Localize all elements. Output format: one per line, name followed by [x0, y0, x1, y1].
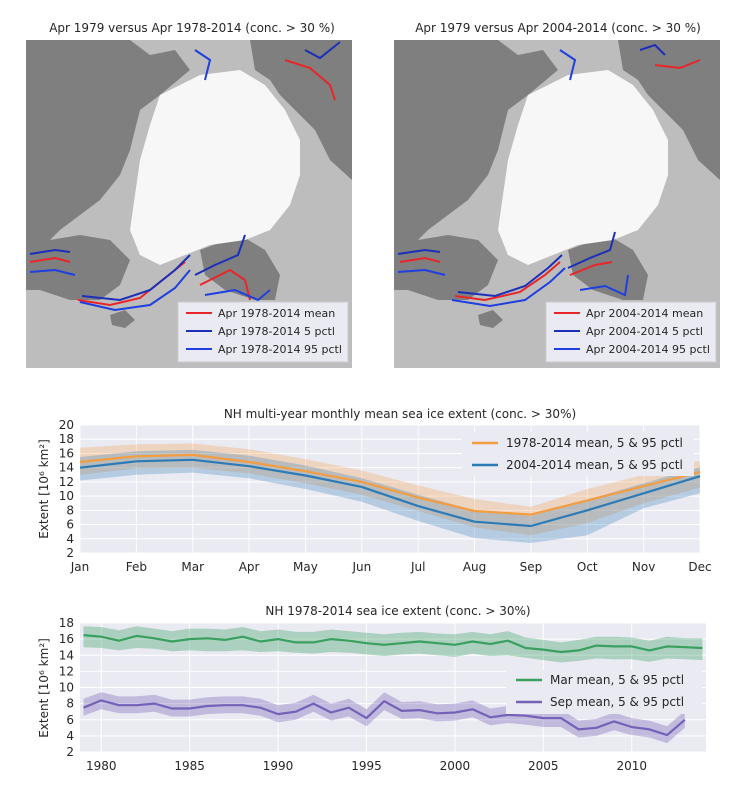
- series-line: [79, 458, 701, 528]
- ice-edge-lines: [29, 41, 341, 312]
- ice-edge-p95: [29, 49, 271, 312]
- series-line: [79, 453, 701, 516]
- chart-title: NH multi-year monthly mean sea ice exten…: [224, 407, 576, 421]
- y-axis-label: Extent [10⁶ km²]: [37, 439, 51, 539]
- monthly-extent-chart: NH multi-year monthly mean sea ice exten…: [37, 407, 712, 574]
- legend-label: 1978-2014 mean, 5 & 95 pctl: [506, 436, 683, 450]
- ice-edge-p5: [397, 43, 666, 298]
- x-tick-label: Aug: [463, 560, 486, 574]
- x-tick-label: 2005: [528, 759, 559, 773]
- chart-legend: 1978-2014 mean, 5 & 95 pctl 2004-2014 mea…: [462, 432, 694, 476]
- sea-ice-cover: [130, 70, 300, 265]
- x-tick-label: May: [293, 560, 318, 574]
- series-lines: [79, 453, 701, 528]
- x-tick-label: Jun: [351, 560, 371, 574]
- x-tick-label: 1980: [86, 759, 117, 773]
- map-panel-left: Apr 1979 versus Apr 1978-2014 (conc. > 3…: [26, 21, 352, 368]
- map-title: Apr 1979 versus Apr 1978-2014 (conc. > 3…: [49, 21, 335, 35]
- map-title: Apr 1979 versus Apr 2004-2014 (conc. > 3…: [415, 21, 701, 35]
- x-tick-label: Nov: [632, 560, 655, 574]
- legend-label: Apr 2004-2014 mean: [586, 307, 703, 320]
- y-tick-labels: 2 4 6 8 10 12 14 16 18: [59, 616, 74, 759]
- y-tick-label: 10: [59, 681, 74, 695]
- x-tick-labels: 1980 1985 1990 1995 2000 2005 2010: [86, 759, 647, 773]
- ice-edge-p95: [397, 49, 629, 308]
- sea-ice-cover: [498, 70, 668, 265]
- x-tick-label: 1985: [174, 759, 205, 773]
- y-tick-label: 14: [59, 648, 74, 662]
- map-panel-right: Apr 1979 versus Apr 2004-2014 (conc. > 3…: [394, 21, 720, 368]
- y-axis-label: Extent [10⁶ km²]: [37, 638, 51, 738]
- y-tick-label: 6: [66, 713, 74, 727]
- x-tick-label: Feb: [126, 560, 147, 574]
- legend-label: Mar mean, 5 & 95 pctl: [550, 673, 684, 687]
- x-tick-label: Mar: [181, 560, 204, 574]
- y-tick-label: 10: [59, 489, 74, 503]
- ice-edge-lines: [397, 43, 701, 308]
- x-tick-label: 2010: [616, 759, 647, 773]
- legend-label: Apr 1978-2014 5 pctl: [218, 325, 335, 338]
- map-land: [394, 40, 720, 328]
- x-tick-label: 2000: [440, 759, 471, 773]
- y-tick-label: 14: [59, 461, 74, 475]
- ice-edge-mean: [29, 59, 336, 307]
- y-tick-label: 12: [59, 664, 74, 678]
- x-tick-label: Oct: [577, 560, 598, 574]
- legend-label: Apr 1978-2014 95 pctl: [218, 343, 342, 356]
- chart-title: NH 1978-2014 sea ice extent (conc. > 30%…: [265, 604, 530, 618]
- series-lines: [83, 634, 703, 737]
- y-tick-label: 18: [59, 432, 74, 446]
- y-tick-label: 16: [59, 446, 74, 460]
- y-tick-label: 8: [66, 697, 74, 711]
- y-tick-label: 2: [66, 745, 74, 759]
- y-tick-label: 8: [66, 503, 74, 517]
- x-tick-label: Jul: [410, 560, 425, 574]
- y-tick-label: 16: [59, 632, 74, 646]
- chart-legend: Mar mean, 5 & 95 pctl Sep mean, 5 & 95 pc…: [506, 670, 702, 714]
- ice-edge-p5: [29, 41, 341, 302]
- x-tick-label: 1990: [263, 759, 294, 773]
- y-tick-label: 4: [66, 729, 74, 743]
- x-tick-label: Dec: [688, 560, 711, 574]
- x-tick-labels: Jan Feb Mar Apr May Jun Jul Aug Sep Oct Nov Dec: [70, 560, 712, 574]
- x-tick-label: 1995: [351, 759, 382, 773]
- grid: [79, 424, 701, 554]
- ice-edge-mean: [399, 59, 701, 302]
- y-tick-label: 18: [59, 616, 74, 630]
- y-tick-label: 20: [59, 418, 74, 432]
- x-tick-label: Jan: [70, 560, 90, 574]
- map-legend: Apr 1978-2014 mean Apr 1978-2014 5 pctl …: [177, 301, 349, 363]
- y-tick-label: 2: [66, 546, 74, 560]
- map-legend: Apr 2004-2014 mean Apr 2004-2014 5 pctl …: [545, 301, 717, 363]
- legend-label: Apr 2004-2014 5 pctl: [586, 325, 703, 338]
- x-tick-label: Apr: [239, 560, 260, 574]
- x-tick-label: Sep: [520, 560, 543, 574]
- annual-extent-chart: NH 1978-2014 sea ice extent (conc. > 30%…: [37, 604, 706, 773]
- legend-label: Sep mean, 5 & 95 pctl: [550, 695, 684, 709]
- series-line: [83, 634, 703, 654]
- legend-label: 2004-2014 mean, 5 & 95 pctl: [506, 458, 683, 472]
- legend-label: Apr 2004-2014 95 pctl: [586, 343, 710, 356]
- y-tick-label: 12: [59, 475, 74, 489]
- y-tick-label: 6: [66, 518, 74, 532]
- y-tick-label: 4: [66, 532, 74, 546]
- legend-label: Apr 1978-2014 mean: [218, 307, 335, 320]
